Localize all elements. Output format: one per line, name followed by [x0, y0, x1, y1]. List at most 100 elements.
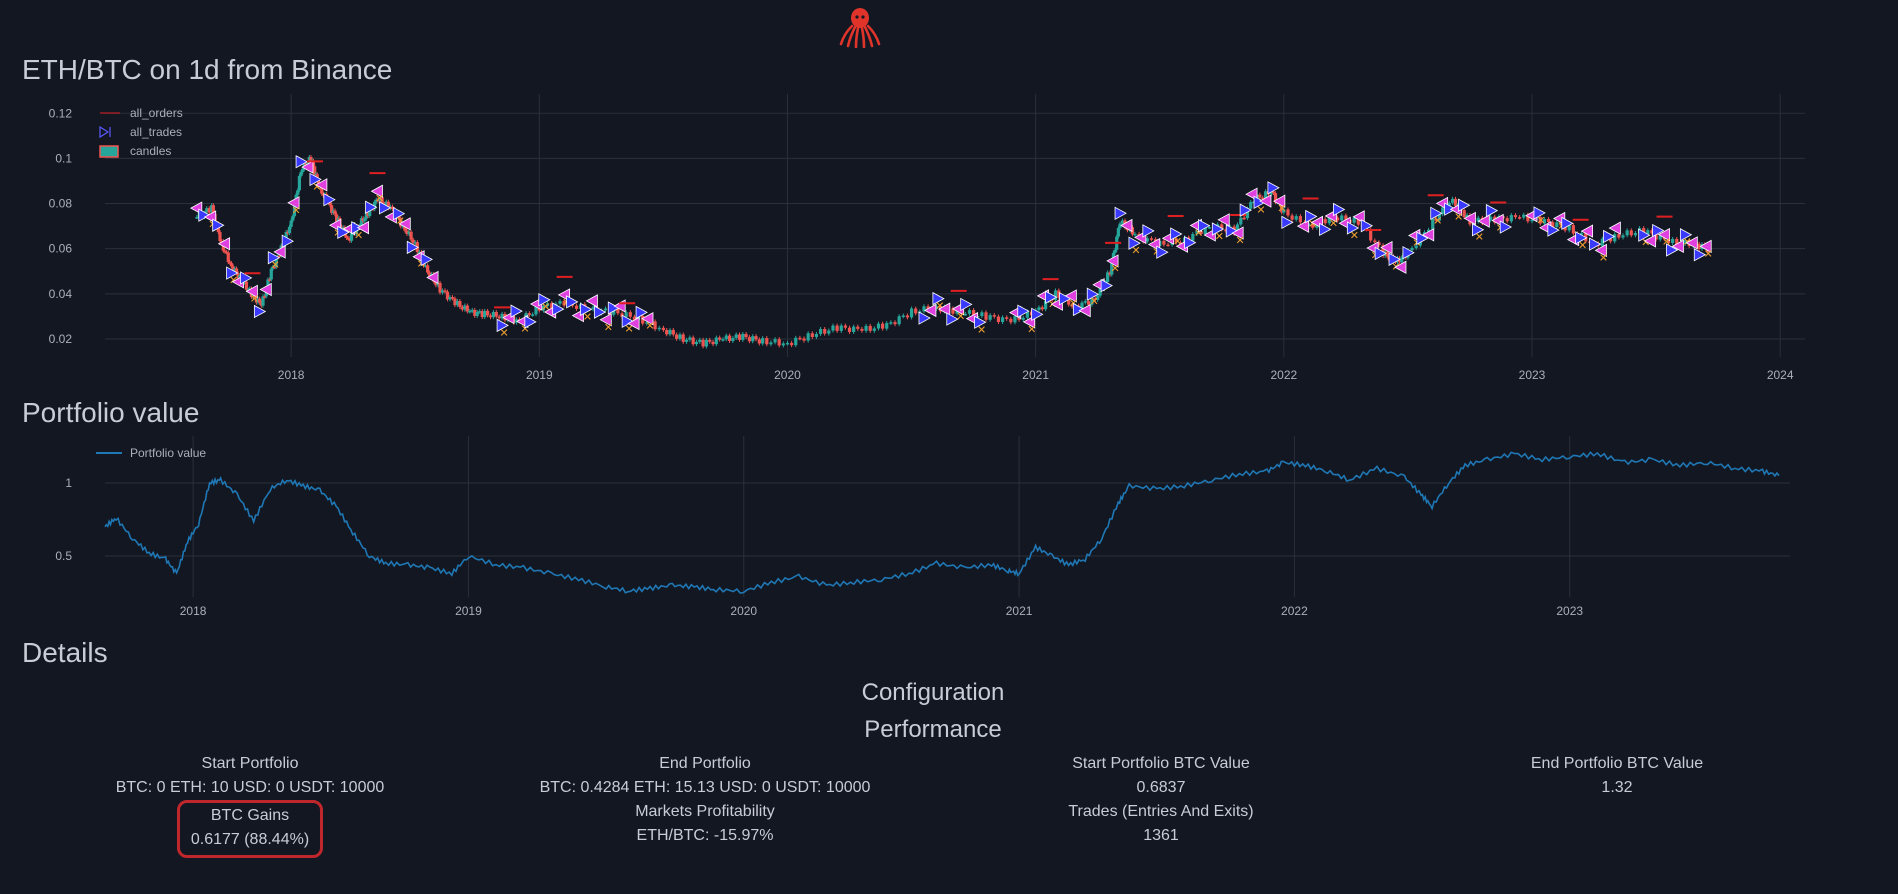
candle	[443, 290, 447, 292]
candle	[1538, 216, 1542, 224]
candle	[1311, 223, 1315, 228]
candle	[1340, 215, 1344, 221]
legend-entry: all_trades	[130, 125, 182, 139]
portfolio-chart[interactable]: 2018 2019 2020 2021 2022 2023 0.5 1 Portfolio va…	[0, 432, 1898, 632]
candle	[1053, 290, 1058, 301]
trade-exit-marker: ✕	[375, 193, 384, 205]
trade-exit-marker: ✕	[645, 321, 654, 333]
candle	[818, 328, 823, 334]
x-tick-label: 2018	[278, 368, 305, 382]
trade-marker	[1477, 214, 1490, 228]
candle	[721, 339, 725, 341]
candle	[761, 338, 765, 344]
candle	[366, 211, 370, 216]
metric-label: BTC Gains	[210, 807, 290, 824]
candle	[266, 279, 270, 289]
candle	[478, 311, 482, 313]
trade-marker	[1017, 304, 1030, 318]
trade-marker	[1444, 202, 1457, 216]
candle	[1096, 295, 1100, 300]
candle	[843, 325, 847, 328]
trade-marker	[1603, 229, 1616, 244]
trade-marker	[1394, 260, 1407, 274]
trade-marker	[960, 297, 973, 312]
trade-exit-marker: ✕	[1048, 299, 1057, 311]
candle	[1563, 225, 1567, 231]
y-tick-label: 0.04	[49, 287, 73, 301]
candle	[1398, 257, 1402, 263]
candle	[494, 311, 498, 317]
candle	[1654, 233, 1658, 240]
candle	[271, 266, 275, 269]
trade-marker	[273, 245, 286, 259]
candle	[757, 339, 761, 344]
trade-marker	[937, 302, 951, 316]
candle	[263, 296, 267, 298]
candle	[852, 326, 856, 333]
trade-exit-marker: ✕	[1641, 237, 1650, 249]
y-tick-label: 1	[65, 476, 72, 490]
candle	[1369, 229, 1373, 241]
candle	[1431, 218, 1435, 230]
trade-exit-marker: ✕	[583, 311, 592, 323]
trade-marker	[1253, 195, 1266, 209]
metric-label: Start Portfolio BTC Value	[1072, 755, 1250, 772]
candle	[413, 242, 417, 244]
price-chart[interactable]: 2018 2019 2020 2021 2022 2023 2024 0.02 0.04 0.06…	[0, 90, 1898, 390]
candle	[483, 310, 487, 318]
candle	[1437, 214, 1441, 221]
candle	[1264, 191, 1268, 199]
trade-marker	[1589, 237, 1602, 251]
candle	[1162, 240, 1166, 245]
candle	[1273, 193, 1278, 203]
trade-marker	[593, 305, 607, 319]
candle	[814, 333, 819, 337]
candle	[1462, 210, 1466, 218]
legend-candles-swatch	[99, 145, 119, 158]
candle	[291, 216, 295, 221]
candle	[407, 231, 411, 235]
candle	[274, 257, 278, 267]
trade-marker	[1666, 243, 1679, 257]
trade-exit-marker: ✕	[956, 311, 965, 323]
trade-exit-marker: ✕	[1599, 252, 1608, 264]
candle	[694, 341, 699, 345]
candle	[1675, 238, 1679, 245]
candle	[286, 231, 290, 234]
candle	[1323, 218, 1327, 224]
candle	[1098, 285, 1102, 296]
candle	[1441, 207, 1445, 215]
candle	[1344, 215, 1348, 220]
candle	[1261, 197, 1265, 200]
metric-start-btc-value: Start Portfolio BTC Value 0.6837	[951, 752, 1371, 800]
candle	[480, 311, 484, 318]
candle	[390, 206, 395, 210]
trade-marker	[946, 312, 959, 326]
trade-marker	[426, 270, 439, 285]
trade-exit-marker: ✕	[1662, 237, 1671, 249]
metric-label: End Portfolio	[659, 755, 751, 772]
candle	[333, 210, 337, 215]
trade-marker	[301, 160, 314, 174]
trade-exit-marker: ✕	[935, 301, 944, 313]
candle	[1666, 239, 1671, 244]
candle	[207, 208, 211, 213]
candle	[665, 329, 669, 335]
trade-marker	[1239, 203, 1252, 217]
candle	[1505, 218, 1509, 222]
candle	[1199, 230, 1203, 234]
candle	[864, 325, 868, 331]
trade-exit-marker: ✕	[1173, 236, 1182, 248]
candle	[272, 266, 277, 269]
trade-marker	[621, 314, 634, 328]
candle	[497, 316, 501, 319]
trade-exit-marker: ✕	[1215, 231, 1224, 243]
trade-marker	[1463, 211, 1476, 226]
legend-entry: all_orders	[130, 106, 183, 120]
candle	[349, 233, 354, 241]
trade-marker	[1346, 221, 1360, 235]
candle	[1174, 238, 1178, 243]
trade-marker	[1231, 226, 1244, 240]
trade-marker	[1575, 231, 1588, 245]
candle	[231, 266, 235, 273]
